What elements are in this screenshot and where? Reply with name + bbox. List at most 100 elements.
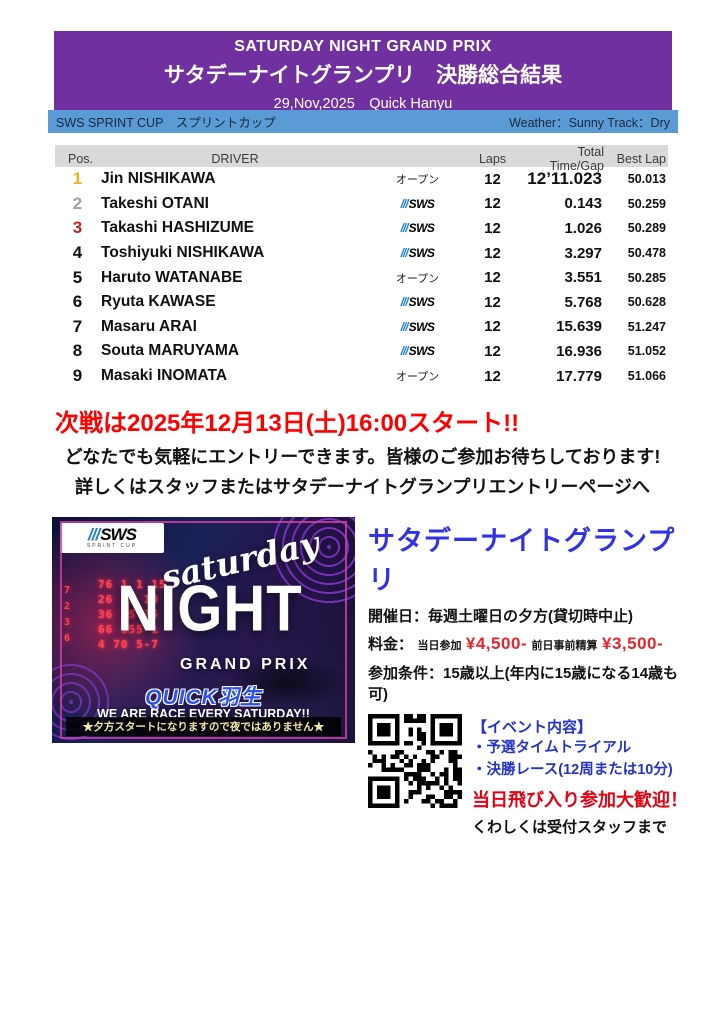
header-pos: Pos. (68, 152, 94, 166)
driver-name: Souta MARUYAMA (101, 342, 240, 360)
table-row: 3 Takashi HASHIZUME SWS 12 1.026 50.289 (55, 216, 668, 241)
qr-code-image (368, 714, 462, 808)
series-bar: SWS SPRINT CUP スプリントカップ Weather：Sunny Tr… (48, 110, 678, 133)
laps-value: 12 (484, 219, 501, 237)
best-lap: 50.013 (627, 172, 666, 187)
driver-name: Masaki INOMATA (101, 367, 228, 385)
results-table: Pos. DRIVER Laps Total Time/Gap Best Lap… (55, 145, 668, 388)
total-time-gap: 1.026 (564, 219, 602, 237)
table-row: 9 Masaki INOMATA オープン 12 17.779 51.066 (55, 364, 668, 389)
venue-text: QUICK羽生 (145, 686, 262, 709)
page-header: SATURDAY NIGHT GRAND PRIX サタデーナイトグランプリ 決… (54, 31, 672, 112)
laps-value: 12 (484, 293, 501, 311)
table-row: 5 Haruto WATANABE オープン 12 3.551 50.285 (55, 265, 668, 290)
class-badge: SWS (370, 295, 465, 309)
position-number: 7 (72, 316, 83, 336)
laps-value: 12 (484, 367, 501, 385)
schedule-line: 開催日：毎週土曜日の夕方(貸切時中止) (368, 608, 633, 625)
driver-name: Toshiyuki NISHIKAWA (101, 244, 265, 262)
evening-note-strip: ★夕方スタートになりますので夜ではありません★ (66, 717, 341, 736)
header-best: Best Lap (616, 152, 666, 166)
best-lap: 51.066 (627, 369, 666, 384)
condition-line: 参加条件：15歳以上(年内に15歳になる14歳も可) (368, 665, 679, 703)
best-lap: 51.247 (627, 319, 666, 334)
position-number: 8 (72, 341, 83, 361)
event-title: サタデーナイトグランプリ (368, 526, 676, 595)
position-number: 1 (72, 169, 83, 189)
total-time-gap: 3.551 (564, 269, 602, 287)
promo-flyer-image: 7 2 3 6 76 1 1 15 26 19 10 36 15 35 66 1… (52, 517, 355, 743)
title-english: SATURDAY NIGHT GRAND PRIX (234, 38, 492, 55)
position-number: 3 (72, 218, 83, 238)
event-details: 【イベント内容】 ・予選タイムトライアル ・決勝レース(12周または10分) 当… (472, 714, 688, 837)
total-time-gap: 3.297 (564, 244, 602, 262)
laps-value: 12 (484, 318, 501, 336)
entry-invite-line: どなたでも気軽にエントリーできます。皆様のご参加お待ちしております! (64, 447, 661, 467)
table-row: 1 Jin NISHIKAWA オープン 12 12’11.023 50.013 (55, 167, 668, 192)
event-item: ・予選タイムトライアル (472, 740, 632, 756)
class-badge: オープン (395, 371, 440, 384)
qr-code (368, 714, 462, 808)
fee-line: 料金： 当日参加 ¥4,500- 前日事前精算 ¥3,500- (368, 633, 698, 654)
event-info-panel: サタデーナイトグランプリ 開催日：毎週土曜日の夕方(貸切時中止) 料金： 当日参… (368, 519, 698, 837)
class-badge: オープン (395, 272, 440, 285)
best-lap: 50.259 (627, 196, 666, 211)
fee-day-price: ¥4,500- (465, 634, 528, 653)
fee-pre-price: ¥3,500- (602, 634, 664, 653)
position-number: 4 (72, 243, 83, 263)
best-lap: 50.628 (627, 295, 666, 310)
table-row: 8 Souta MARUYAMA SWS 12 16.936 51.052 (55, 339, 668, 364)
best-lap: 51.052 (627, 344, 666, 359)
qr-and-events: 【イベント内容】 ・予選タイムトライアル ・決勝レース(12周または10分) 当… (368, 714, 698, 837)
fee-label: 料金： (368, 636, 414, 653)
class-badge: オープン (395, 174, 440, 187)
reception-detail-text: くわしくは受付スタッフまで (472, 819, 668, 836)
laps-value: 12 (484, 195, 501, 213)
led-scoreboard-side: 7 2 3 6 (64, 585, 71, 644)
next-race-announcement: 次戦は2025年12月13日(土)16:00スタート!! (55, 410, 520, 437)
sws-logo-text: SWS (88, 526, 137, 543)
total-time-gap: 5.768 (564, 293, 602, 311)
driver-name: Jin NISHIKAWA (101, 170, 216, 188)
event-item: ・決勝レース(12周または10分) (472, 762, 673, 778)
best-lap: 50.289 (627, 221, 666, 236)
laps-value: 12 (484, 269, 501, 287)
total-time-gap: 0.143 (564, 195, 602, 213)
class-badge: SWS (370, 320, 465, 334)
night-title-text: NIGHT (117, 572, 303, 645)
class-badge: SWS (370, 197, 465, 211)
laps-value: 12 (484, 342, 501, 360)
title-japanese: サタデーナイトグランプリ 決勝総合結果 (163, 64, 563, 87)
driver-name: Ryuta KAWASE (101, 293, 216, 311)
entry-detail-line: 詳しくはスタッフまたはサタデーナイトグランプリエントリーページへ (74, 477, 651, 497)
laps-value: 12 (484, 244, 501, 262)
table-row: 2 Takeshi OTANI SWS 12 0.143 50.259 (55, 192, 668, 217)
best-lap: 50.285 (627, 270, 666, 285)
header-driver: DRIVER (211, 152, 259, 166)
driver-name: Takashi HASHIZUME (101, 219, 255, 237)
sws-logo-subtext: SPRINT CUP (86, 543, 138, 549)
weather-track-conditions: Weather：Sunny Track：Dry (509, 116, 670, 130)
class-badge: SWS (370, 344, 465, 358)
table-row: 7 Masaru ARAI SWS 12 15.639 51.247 (55, 315, 668, 340)
led-scoreboard: 76 1 1 15 26 19 10 36 15 35 66 155 1 4 7… (98, 578, 167, 651)
sws-logo: SWS SPRINT CUP (60, 523, 164, 553)
kart-silhouette (229, 657, 349, 709)
total-time-gap: 12’11.023 (527, 169, 602, 189)
series-name: SWS SPRINT CUP スプリントカップ (56, 116, 276, 130)
driver-name: Haruto WATANABE (101, 268, 243, 286)
position-number: 9 (72, 366, 83, 386)
position-number: 2 (72, 193, 83, 213)
total-time-gap: 15.639 (556, 318, 602, 336)
position-number: 6 (72, 292, 83, 312)
position-number: 5 (72, 267, 83, 287)
fee-pre-label: 前日事前精算 (531, 640, 598, 652)
laps-value: 12 (484, 170, 501, 188)
driver-name: Masaru ARAI (101, 317, 197, 335)
class-badge: SWS (370, 221, 465, 235)
table-row: 4 Toshiyuki NISHIKAWA SWS 12 3.297 50.47… (55, 241, 668, 266)
header-gap: Total Time/Gap (549, 145, 604, 173)
event-content-header: 【イベント内容】 (472, 719, 593, 736)
table-header-row: Pos. DRIVER Laps Total Time/Gap Best Lap (55, 145, 668, 173)
